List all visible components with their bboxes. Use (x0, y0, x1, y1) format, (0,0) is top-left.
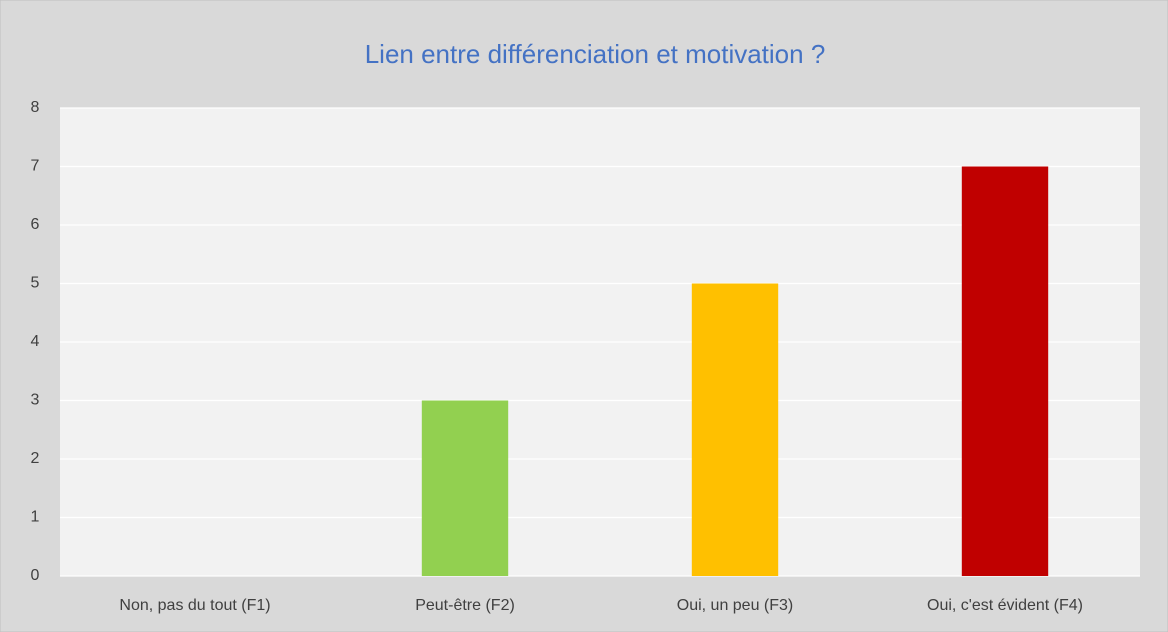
bar (421, 400, 509, 576)
x-tick-label: Non, pas du tout (F1) (119, 597, 270, 614)
x-tick-label: Oui, c'est évident (F4) (927, 597, 1083, 614)
y-tick-label: 0 (31, 567, 40, 584)
bar (691, 283, 779, 576)
y-tick-label: 7 (31, 158, 40, 175)
y-tick-label: 2 (31, 450, 40, 467)
bar (961, 166, 1049, 576)
y-tick-label: 4 (31, 333, 40, 350)
y-tick-label: 6 (31, 216, 40, 233)
chart-title: Lien entre différenciation et motivation… (365, 39, 826, 69)
x-tick-label: Oui, un peu (F3) (677, 597, 794, 614)
y-tick-label: 5 (31, 275, 40, 292)
y-tick-label: 3 (31, 392, 40, 409)
y-tick-label: 1 (31, 509, 40, 526)
x-tick-label: Peut-être (F2) (415, 597, 515, 614)
y-tick-label: 8 (31, 99, 40, 116)
